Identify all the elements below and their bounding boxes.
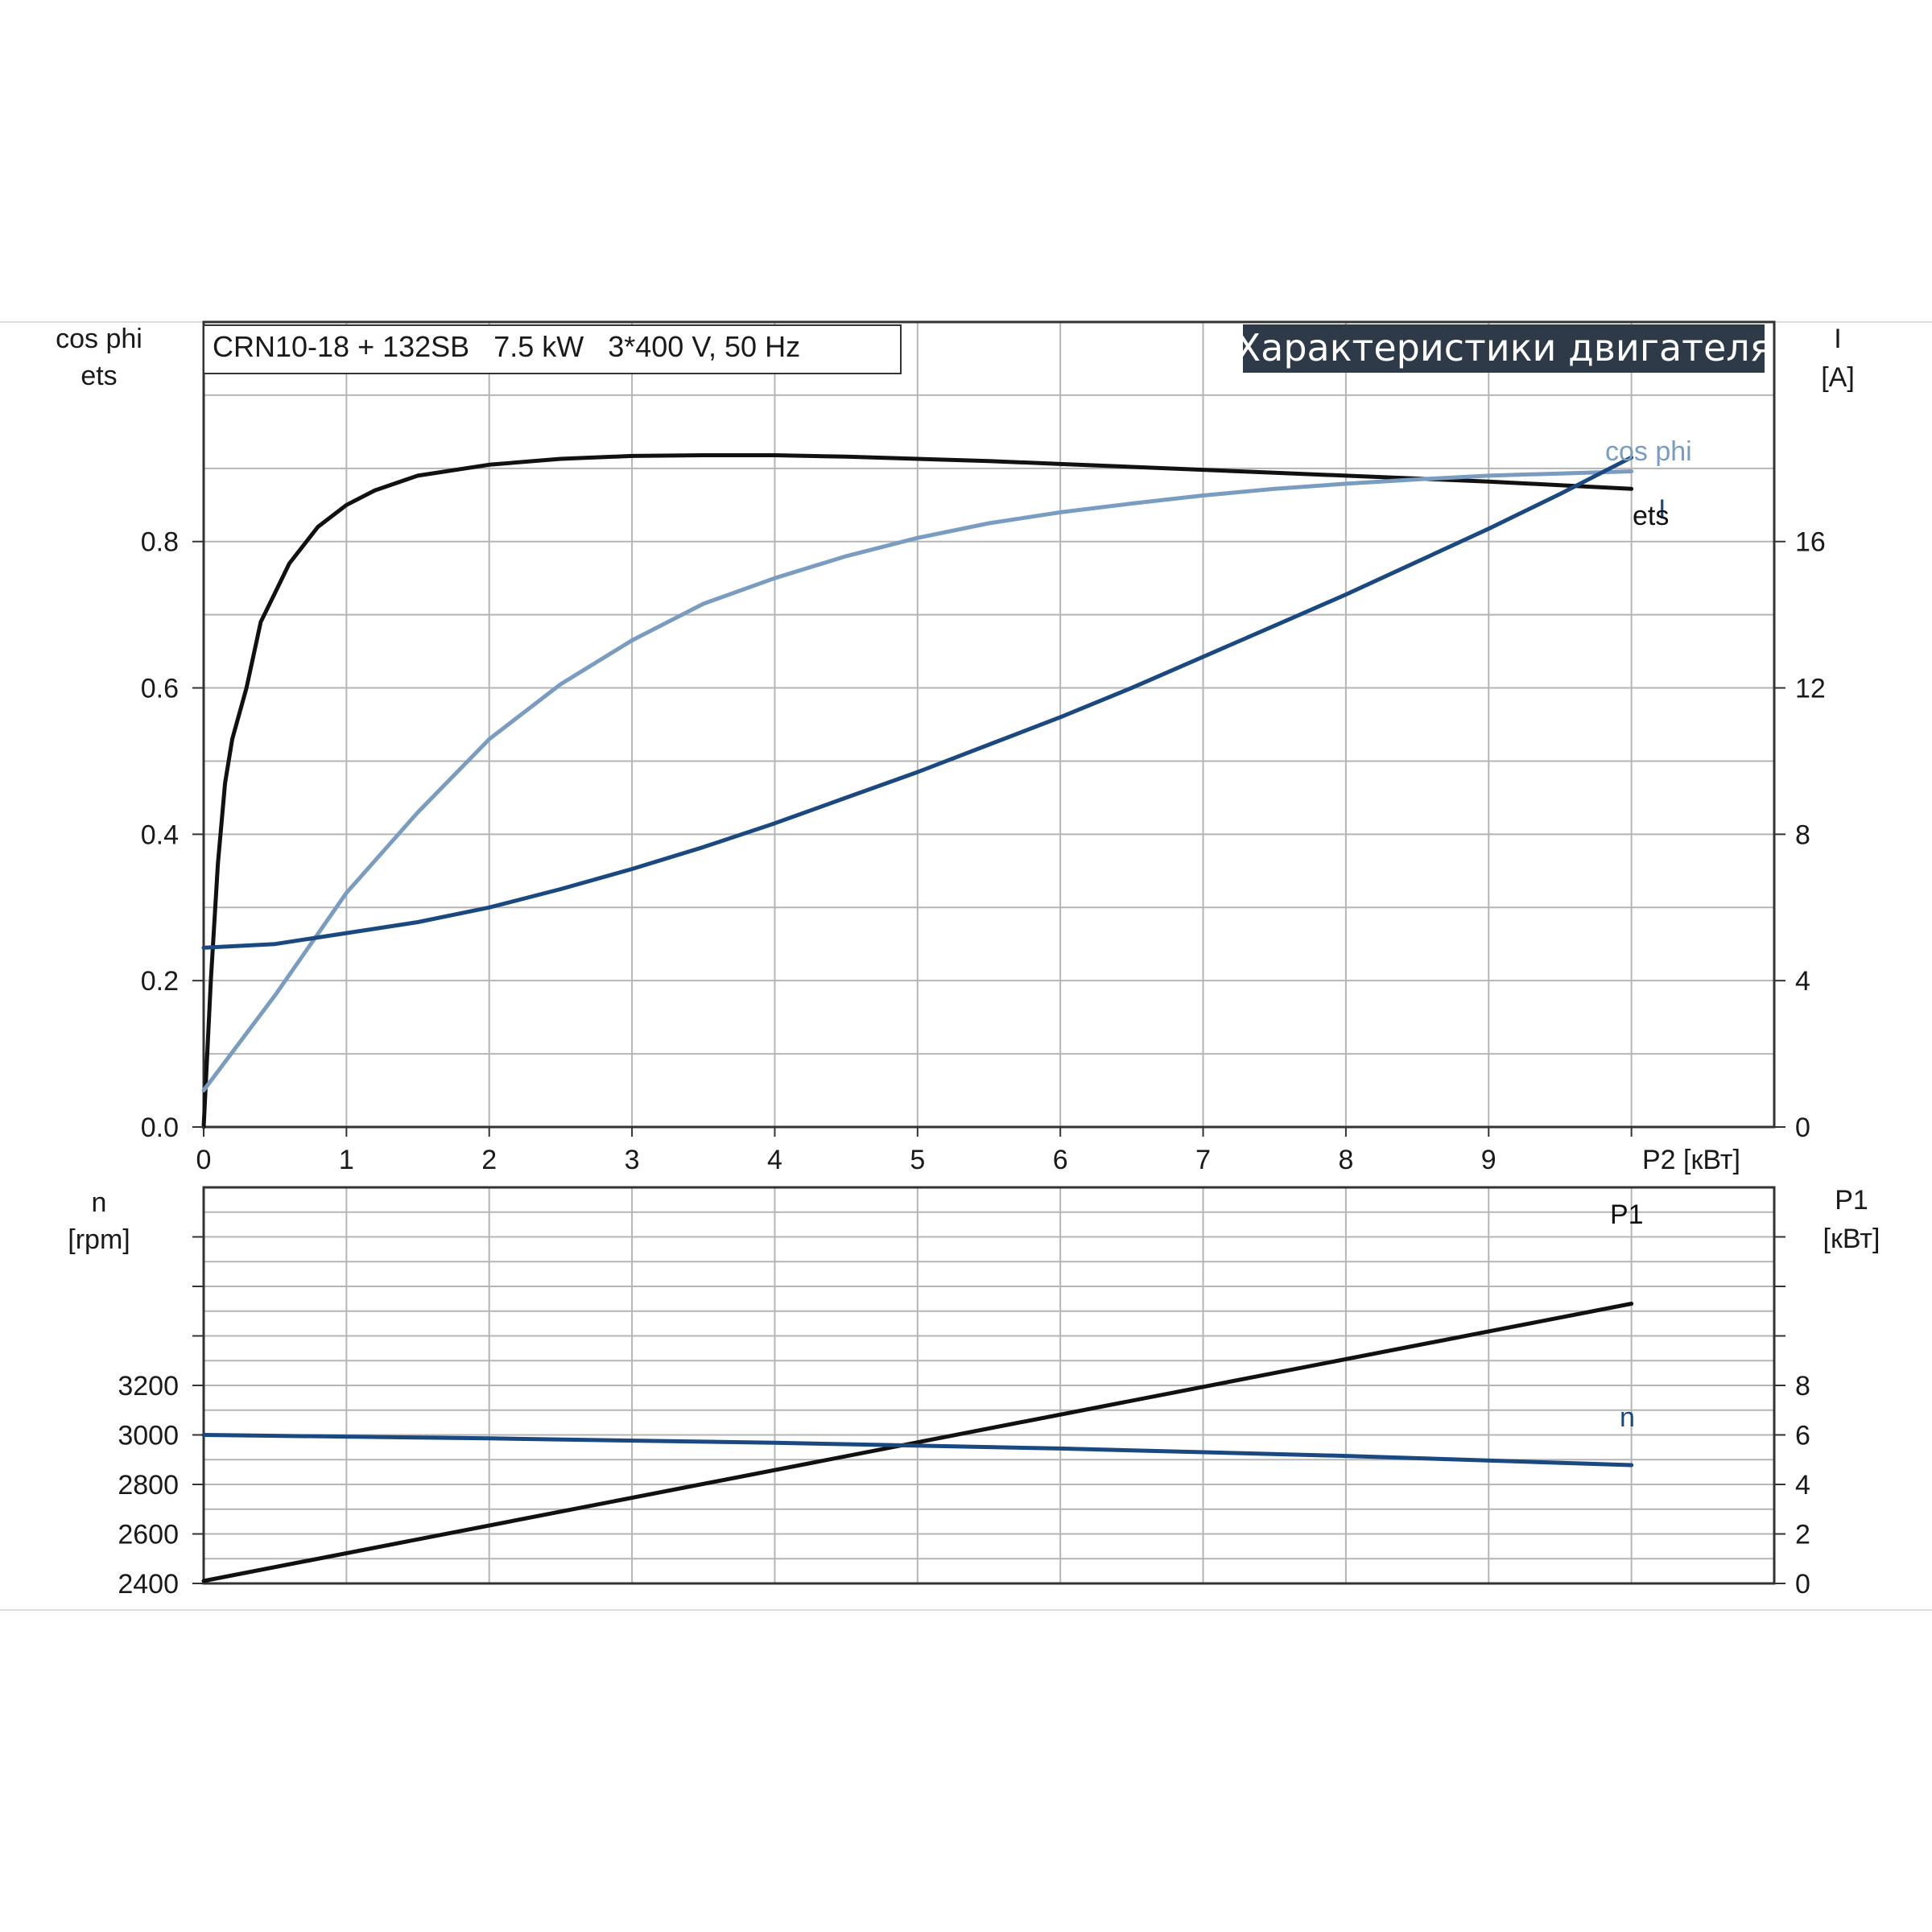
y-left-tick-label: 0.8 (141, 527, 179, 558)
plot-frame (202, 320, 1776, 1129)
upper-plot: 0 1 2 3 4 5 6 7 8 9 P2 [кВт]0.00.20.40.60.80481216… (56, 320, 1855, 1175)
y-left-title-line1: cos phi (56, 324, 142, 354)
y-left-tick-label: 2600 (118, 1520, 179, 1550)
upper-grid (202, 320, 1776, 1129)
model-info: CRN10-18 + 132SB 7.5 kW 3*400 V, 50 Hz (213, 330, 800, 363)
lower-ticks: 2400 2600 2800 3000 3200 0 2 4 6 8 n [rpm] P1 [кВт] P1… (68, 1185, 1880, 1600)
model-info-box: CRN10-18 + 132SB 7.5 kW 3*400 V, 50 Hz (203, 324, 902, 374)
x-tick-label: 6 (1053, 1145, 1068, 1175)
series-label-i: I (1658, 494, 1666, 525)
y-right-tick-label: 8 (1795, 1371, 1810, 1402)
y-left-title-line2: ets (80, 361, 117, 391)
y-right-tick-label: 12 (1795, 674, 1826, 704)
title-badge: Характеристики двигателя (1236, 324, 1773, 373)
y-right-title-line1: P1 (1835, 1185, 1868, 1216)
series-line-n (201, 1433, 1634, 1468)
y-left-tick-label: 3000 (118, 1421, 179, 1451)
y-left-tick-label: 3200 (118, 1371, 179, 1402)
x-tick-label: 8 (1338, 1145, 1353, 1175)
x-tick-label: 1 (339, 1145, 354, 1175)
series-label-n: n (1620, 1402, 1635, 1433)
x-tick-label: 5 (910, 1145, 925, 1175)
y-right-tick-label: 4 (1795, 966, 1810, 997)
series-line-cos-phi (201, 469, 1634, 1092)
y-right-tick-label: 8 (1795, 819, 1810, 850)
x-tick-label: 2 (481, 1145, 497, 1175)
y-left-tick-label: 2400 (118, 1569, 179, 1600)
lower-grid (202, 1186, 1776, 1585)
lower-series (201, 1302, 1634, 1583)
series-label-eta: ets (1633, 501, 1669, 531)
y-left-tick-label: 0.6 (141, 674, 179, 704)
x-tick-label: 4 (767, 1145, 782, 1175)
y-right-tick-label: 0 (1795, 1569, 1810, 1600)
x-tick-label: 3 (625, 1145, 640, 1175)
x-tick-label: 9 (1481, 1145, 1496, 1175)
y-right-tick-label: 4 (1795, 1470, 1810, 1501)
series-line-ets (201, 453, 1634, 1129)
y-right-title-line1: I (1834, 324, 1841, 354)
y-left-title-line1: n (92, 1187, 107, 1218)
y-right-title-line2: [A] (1821, 362, 1855, 393)
y-left-tick-label: 0.2 (141, 966, 179, 997)
lower-plot: 2400 2600 2800 3000 3200 0 2 4 6 8 n [rpm] P1 [кВт] P1… (68, 1185, 1880, 1600)
chart-heading: Характеристики двигателя (1236, 326, 1773, 369)
y-left-tick-label: 0.4 (141, 819, 179, 850)
x-tick-label: 0 (196, 1145, 212, 1175)
y-right-tick-label: 16 (1795, 527, 1826, 558)
series-label-p1: P1 (1610, 1199, 1644, 1230)
series-label-cosphi: cos phi (1605, 436, 1692, 467)
y-right-title-line2: [кВт] (1823, 1224, 1880, 1254)
y-left-tick-label: 0.0 (141, 1113, 179, 1143)
x-tick-label: 7 (1195, 1145, 1211, 1175)
upper-series (201, 453, 1634, 1129)
y-right-tick-label: 0 (1795, 1113, 1810, 1143)
x-axis-title: P2 [кВт] (1642, 1145, 1740, 1175)
y-left-tick-label: 2800 (118, 1470, 179, 1501)
series-line-i (201, 455, 1634, 950)
y-right-tick-label: 2 (1795, 1520, 1810, 1550)
upper-ticks: 0 1 2 3 4 5 6 7 8 9 P2 [кВт]0.00.20.40.60.80481216… (56, 324, 1855, 1175)
series-line-p1 (201, 1302, 1634, 1583)
title-badge-bg (1243, 324, 1765, 373)
y-right-tick-label: 6 (1795, 1421, 1810, 1451)
y-left-title-line2: [rpm] (68, 1224, 130, 1255)
